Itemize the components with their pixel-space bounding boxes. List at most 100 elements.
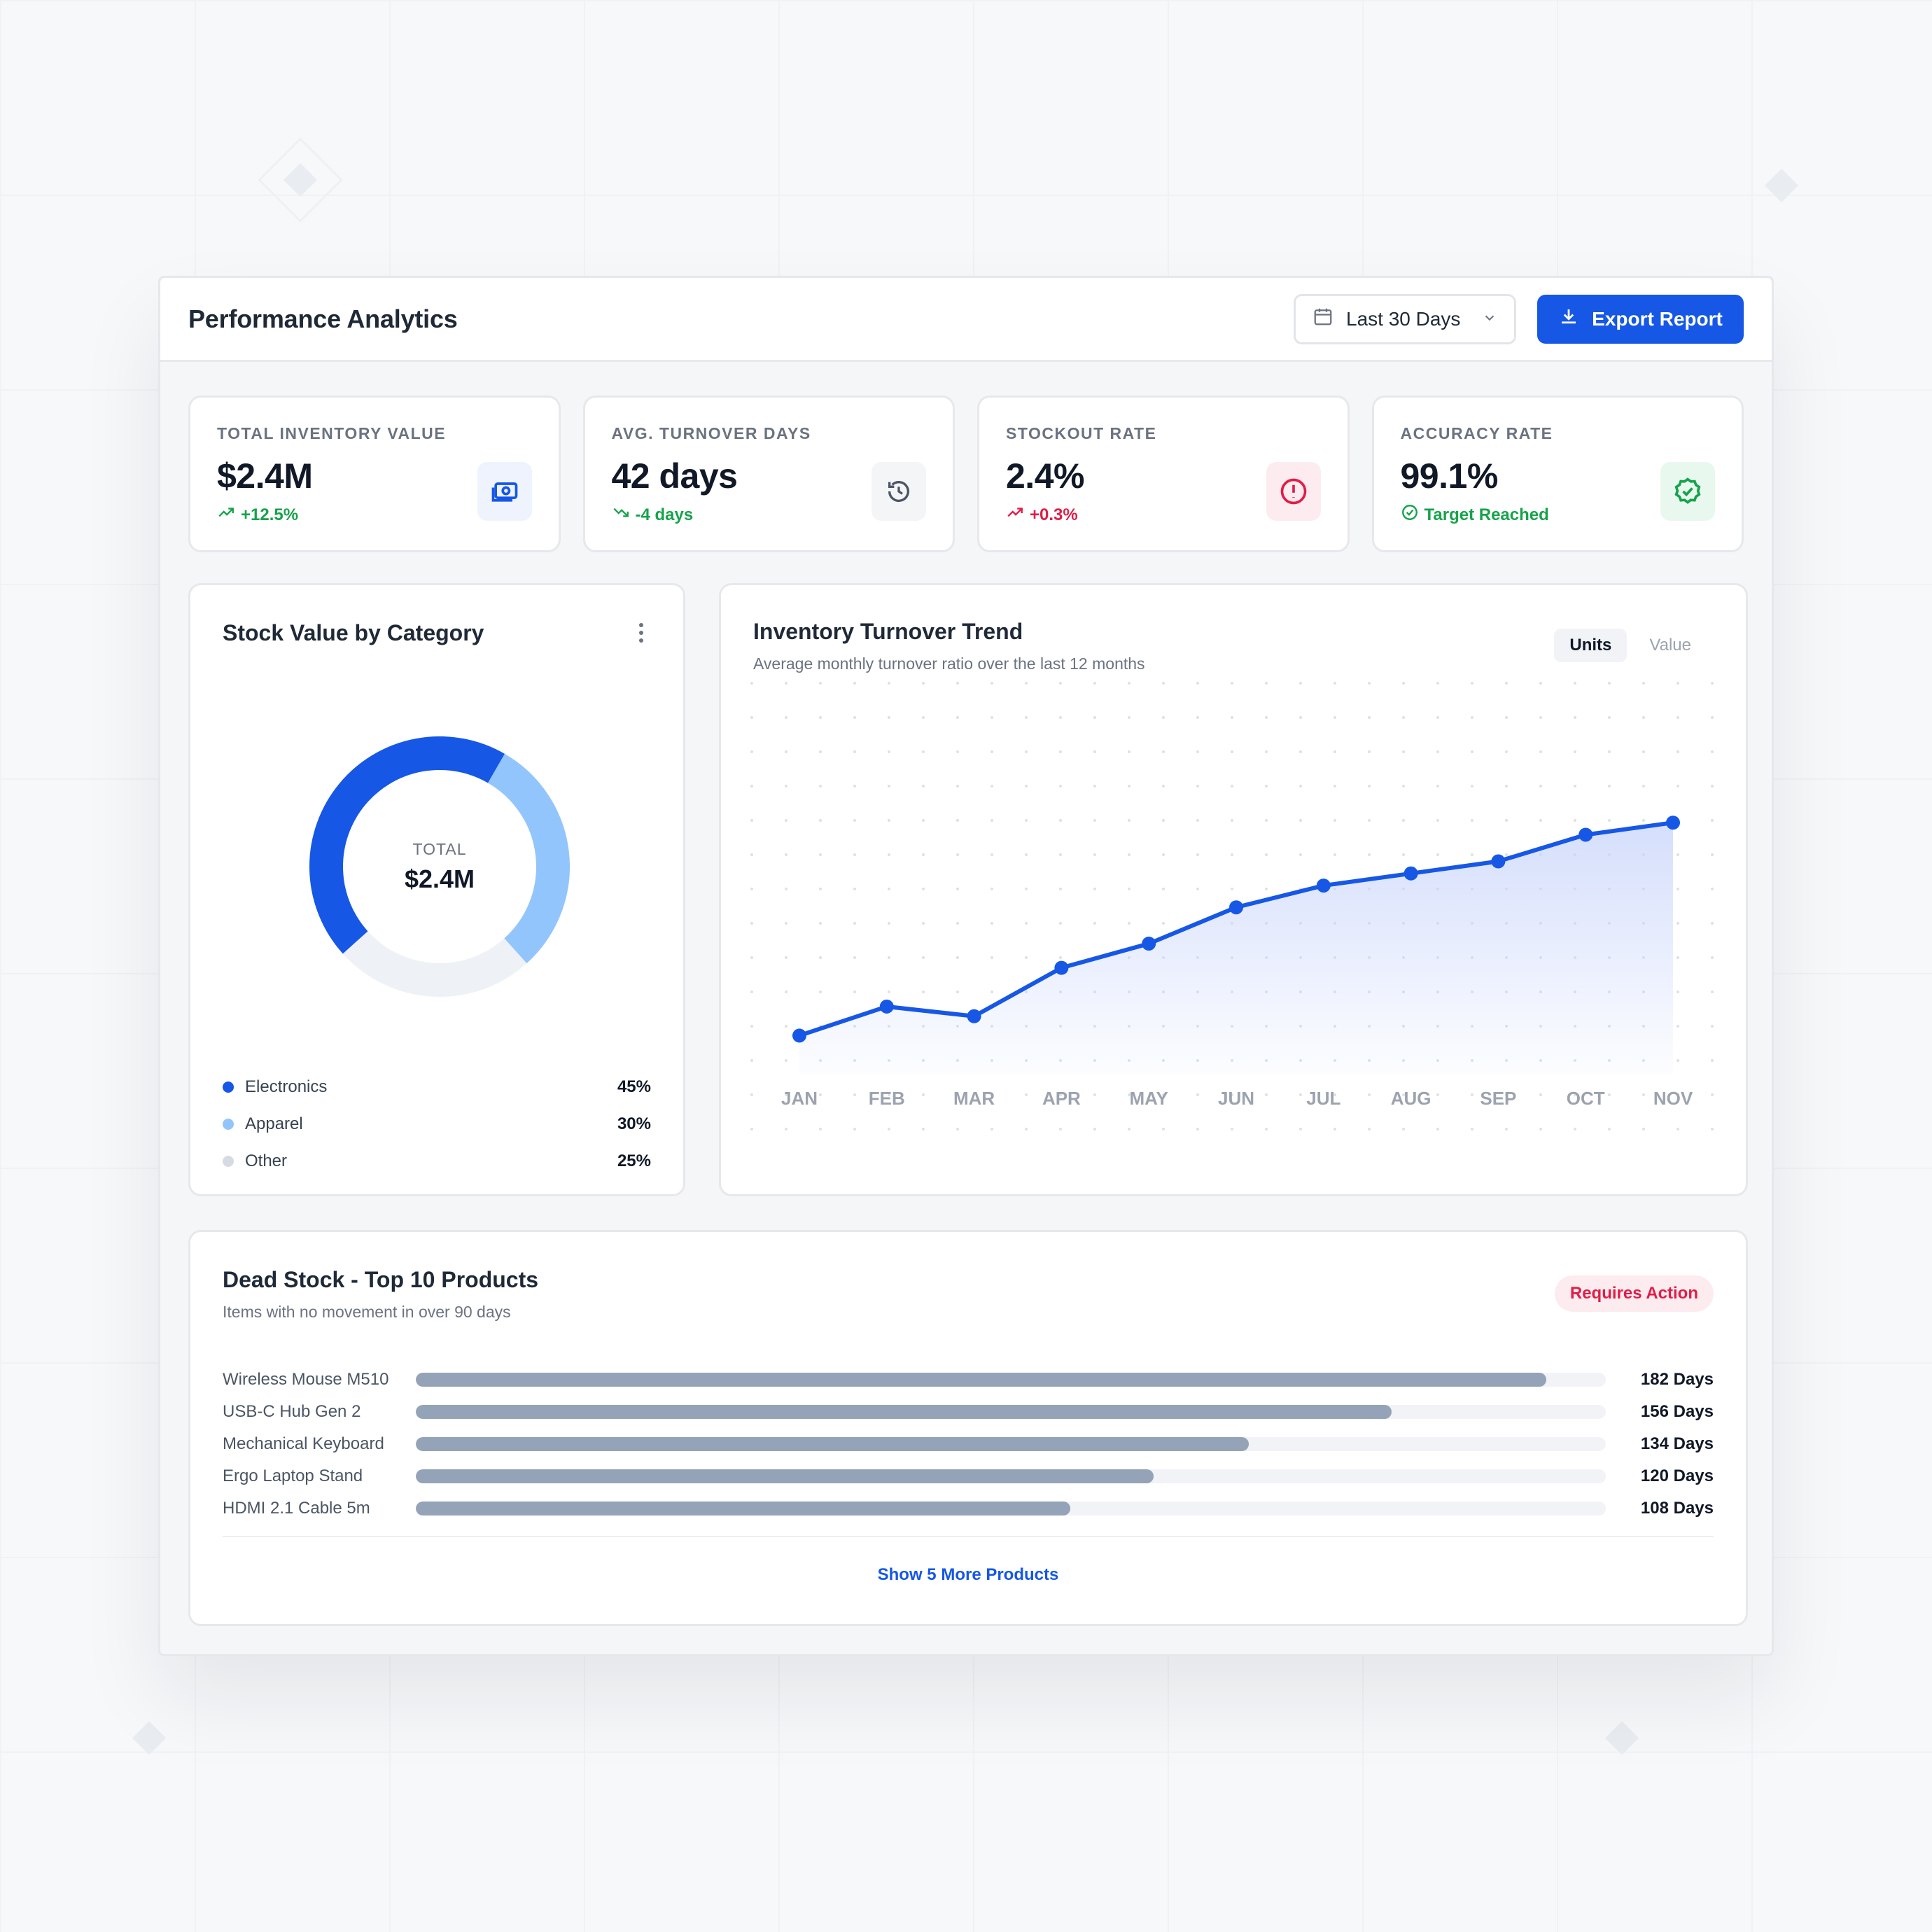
kpi-delta-text: +12.5% [241, 505, 299, 524]
units-value-toggle: Units Value [1554, 629, 1707, 662]
data-point-apr[interactable] [1054, 960, 1069, 975]
data-point-jul[interactable] [1316, 878, 1331, 893]
kpi-delta: -4 days [612, 503, 927, 526]
bar-track [416, 1502, 1606, 1516]
donut-center-label: TOTAL [412, 839, 467, 858]
legend-item-other: Other 25% [223, 1142, 651, 1180]
product-name: HDMI 2.1 Cable 5m [223, 1499, 370, 1518]
kpi-label: TOTAL INVENTORY VALUE [217, 424, 447, 442]
bar-track [416, 1469, 1606, 1483]
card-subtitle: Items with no movement in over 90 days [223, 1303, 511, 1321]
kpi-card-turnover-days: AVG. TURNOVER DAYS 42 days -4 days [582, 396, 955, 552]
donut-segment-apparel [487, 753, 570, 964]
legend-percent: 25% [617, 1151, 651, 1170]
days-value: 182 Days [1640, 1370, 1714, 1389]
x-tick-label: MAY [1130, 1088, 1168, 1109]
days-value: 108 Days [1640, 1499, 1714, 1518]
donut-segment-other [342, 930, 527, 997]
donut-segment-electronics [309, 736, 505, 954]
card-title: Inventory Turnover Trend [753, 619, 1023, 644]
legend-item-apparel: Apparel 30% [223, 1105, 651, 1142]
product-name: Ergo Laptop Stand [223, 1466, 363, 1485]
days-value: 156 Days [1640, 1402, 1714, 1421]
data-point-may[interactable] [1142, 937, 1156, 951]
kpi-value: 99.1% [1400, 456, 1499, 496]
table-row: Mechanical Keyboard 134 Days [223, 1428, 1714, 1460]
card-subtitle: Average monthly turnover ratio over the … [753, 654, 1145, 673]
kpi-delta: Target Reached [1401, 503, 1716, 526]
x-tick-label: JUN [1218, 1088, 1254, 1109]
days-value: 120 Days [1640, 1466, 1714, 1485]
x-tick-label: APR [1042, 1088, 1081, 1109]
kpi-label: AVG. TURNOVER DAYS [611, 424, 811, 442]
legend-percent: 45% [617, 1077, 651, 1096]
data-point-aug[interactable] [1404, 866, 1418, 881]
legend-dot [223, 1081, 234, 1093]
x-tick-label: JAN [781, 1088, 818, 1109]
kpi-delta: +12.5% [217, 503, 532, 526]
data-point-jan[interactable] [792, 1028, 806, 1043]
kpi-value: 42 days [611, 456, 738, 496]
kpi-row: TOTAL INVENTORY VALUE $2.4M +12.5% AVG. … [188, 396, 1744, 552]
data-point-feb[interactable] [879, 999, 894, 1014]
kpi-label: STOCKOUT RATE [1006, 424, 1157, 442]
x-tick-label: MAR [953, 1088, 995, 1109]
date-range-select[interactable]: Last 30 Days [1294, 293, 1516, 344]
table-row: Wireless Mouse M510 182 Days [223, 1364, 1714, 1396]
days-value: 134 Days [1640, 1434, 1714, 1453]
kpi-delta-text: +0.3% [1030, 505, 1078, 524]
verified-badge-icon [1660, 462, 1715, 521]
kpi-delta: +0.3% [1006, 503, 1321, 526]
chevron-down-icon [1482, 308, 1497, 330]
bar-fill [416, 1405, 1392, 1419]
table-row: HDMI 2.1 Cable 5m 108 Days [223, 1492, 1714, 1525]
turnover-area [799, 822, 1673, 1074]
data-point-mar[interactable] [967, 1009, 981, 1023]
kpi-delta-text: Target Reached [1424, 505, 1549, 524]
export-report-button[interactable]: Export Report [1537, 294, 1744, 344]
more-options-icon[interactable] [637, 622, 645, 648]
table-row: USB-C Hub Gen 2 156 Days [223, 1396, 1714, 1428]
date-range-label: Last 30 Days [1346, 307, 1461, 330]
kpi-value: $2.4M [217, 456, 313, 496]
page-title: Performance Analytics [188, 304, 458, 333]
x-tick-label: OCT [1567, 1088, 1605, 1109]
legend-item-electronics: Electronics 45% [223, 1068, 651, 1105]
x-tick-label: SEP [1480, 1088, 1516, 1109]
data-point-jun[interactable] [1229, 900, 1243, 915]
product-name: Wireless Mouse M510 [223, 1370, 389, 1389]
divider [223, 1536, 1714, 1537]
check-circle-icon [1401, 503, 1419, 526]
bar-fill [416, 1437, 1249, 1451]
toggle-value[interactable]: Value [1649, 636, 1691, 654]
x-tick-label: JUL [1306, 1088, 1340, 1109]
donut-center-value: $2.4M [404, 864, 475, 893]
donut-chart: TOTAL $2.4M [309, 736, 570, 997]
requires-action-badge: Requires Action [1554, 1275, 1714, 1312]
data-point-sep[interactable] [1491, 854, 1506, 869]
legend-percent: 30% [617, 1114, 651, 1133]
bar-track [416, 1437, 1606, 1451]
x-tick-label: FEB [869, 1088, 905, 1109]
data-point-oct[interactable] [1578, 827, 1593, 842]
bar-fill [416, 1373, 1546, 1387]
legend-label: Electronics [245, 1077, 328, 1096]
data-point-nov[interactable] [1666, 816, 1680, 830]
card-title: Dead Stock - Top 10 Products [223, 1267, 539, 1292]
category-legend: Electronics 45% Apparel 30% Other 25% [223, 1068, 651, 1180]
legend-label: Apparel [245, 1114, 303, 1133]
money-icon [477, 462, 532, 521]
show-more-products-link[interactable]: Show 5 More Products [877, 1565, 1059, 1584]
download-icon [1558, 306, 1579, 332]
kpi-card-accuracy-rate: ACCURACY RATE 99.1% Target Reached [1371, 396, 1744, 552]
bar-fill [416, 1502, 1070, 1516]
bar-track [416, 1373, 1606, 1387]
kpi-label: ACCURACY RATE [1400, 424, 1553, 442]
turnover-line-chart: JAN FEB MAR APR MAY JUN JUL AUG SEP OCT NOV [750, 682, 1714, 1130]
trend-up-icon [1006, 503, 1024, 526]
toggle-units[interactable]: Units [1554, 629, 1628, 662]
bar-track [416, 1405, 1606, 1419]
legend-label: Other [245, 1151, 288, 1170]
legend-dot [223, 1118, 234, 1130]
top-bar: Performance Analytics Last 30 Days Expor… [160, 278, 1772, 362]
